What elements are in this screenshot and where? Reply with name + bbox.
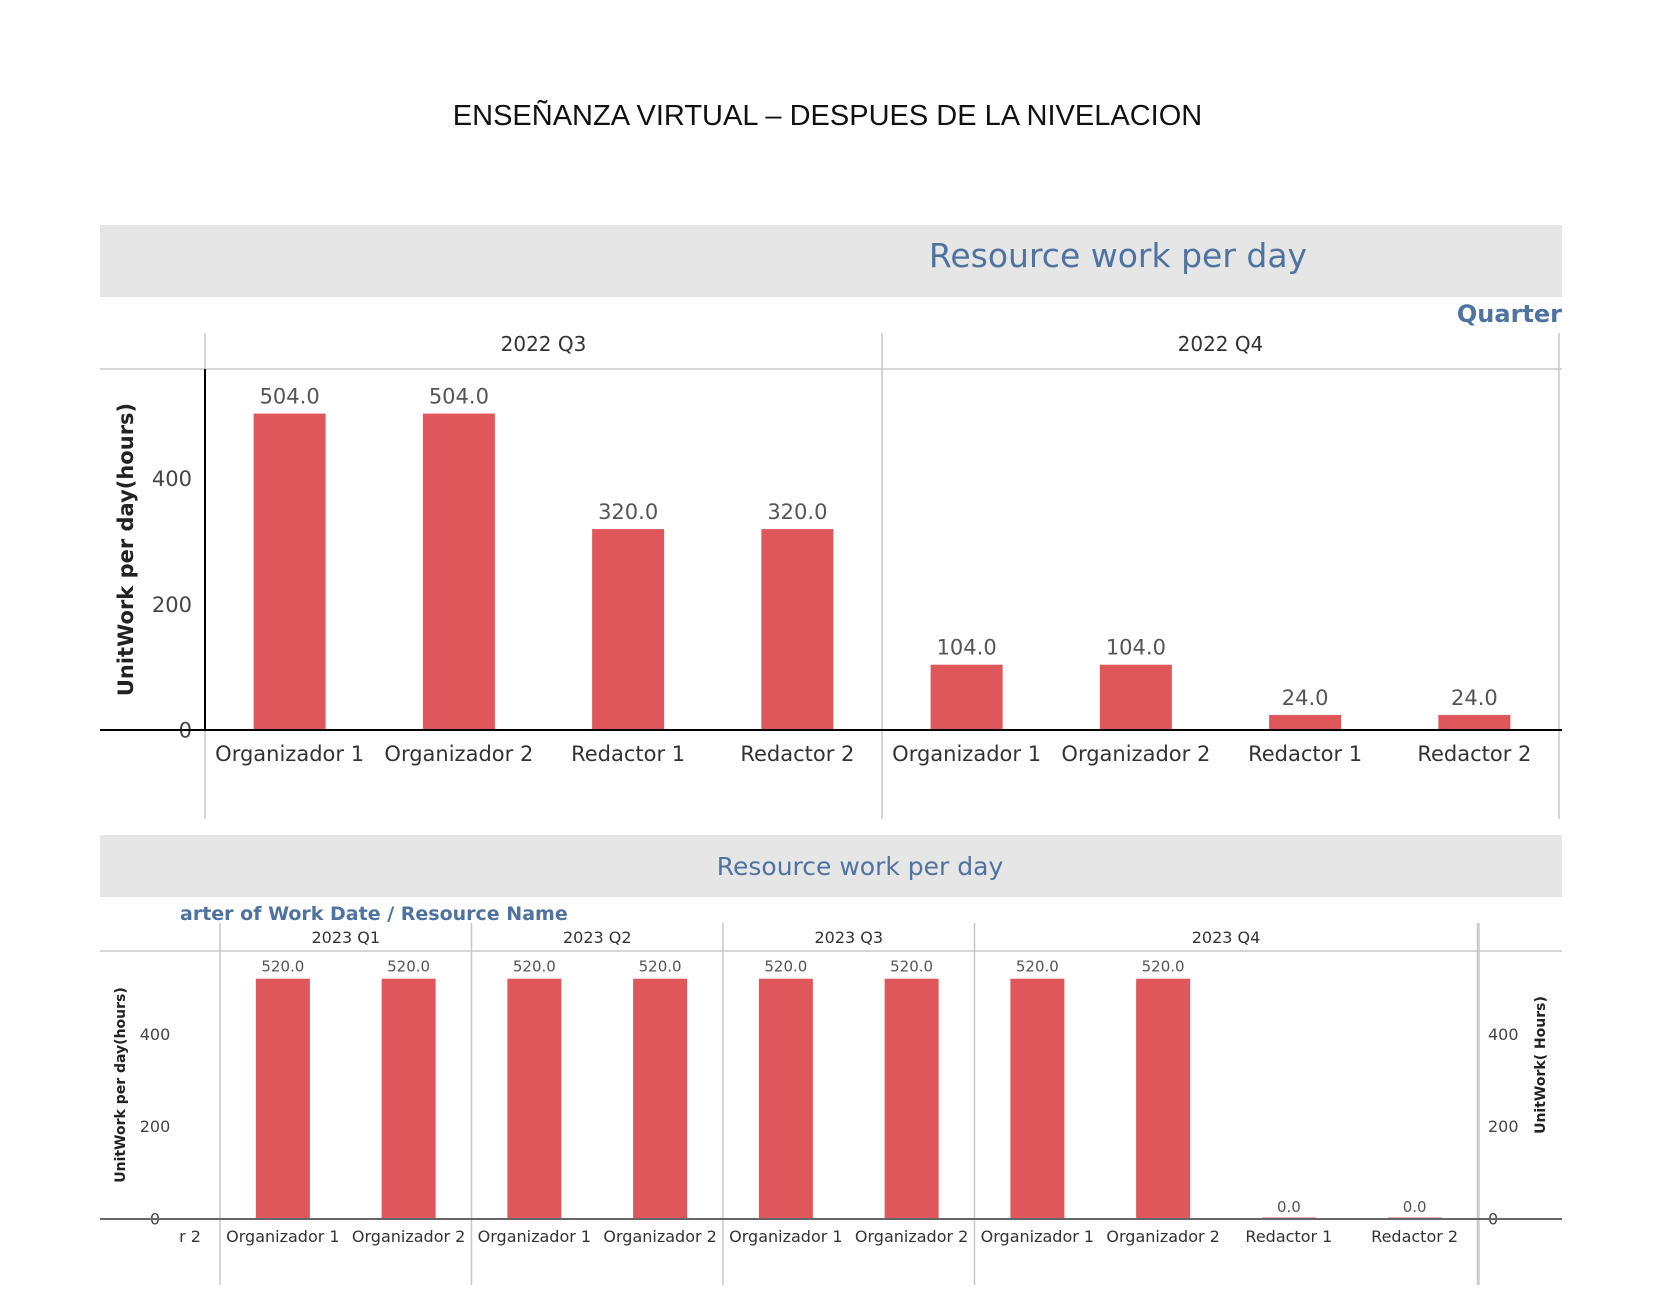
data-label: 520.0 bbox=[890, 958, 933, 976]
y-tick-label: 200 bbox=[140, 1117, 171, 1136]
period-header: 2023 Q3 bbox=[814, 928, 883, 947]
category-label: Organizador 1 bbox=[215, 742, 364, 766]
category-label: Redactor 2 bbox=[740, 742, 854, 766]
y-tick-label: 400 bbox=[140, 1025, 171, 1044]
category-label: Organizador 1 bbox=[729, 1227, 842, 1246]
category-label: Organizador 1 bbox=[478, 1227, 591, 1246]
category-label: Organizador 2 bbox=[1106, 1227, 1219, 1246]
category-label: Organizador 1 bbox=[981, 1227, 1094, 1246]
period-header: 2023 Q2 bbox=[563, 928, 632, 947]
bar bbox=[592, 529, 665, 730]
chart-header-band bbox=[100, 835, 1562, 897]
data-label: 520.0 bbox=[1016, 958, 1059, 976]
bar bbox=[1269, 714, 1342, 730]
bar bbox=[381, 978, 436, 1219]
y-tick-label: 200 bbox=[152, 593, 192, 617]
data-label: 520.0 bbox=[513, 958, 556, 976]
data-label: 24.0 bbox=[1451, 686, 1498, 710]
category-label: Organizador 2 bbox=[855, 1227, 968, 1246]
y2-tick-label: 400 bbox=[1488, 1025, 1519, 1044]
category-label: Redactor 1 bbox=[1245, 1227, 1332, 1246]
category-label: Organizador 1 bbox=[226, 1227, 339, 1246]
category-label: Redactor 1 bbox=[1248, 742, 1362, 766]
bar bbox=[930, 664, 1003, 730]
bar bbox=[1438, 714, 1511, 730]
bar bbox=[1099, 664, 1172, 730]
bar bbox=[758, 978, 813, 1219]
bar bbox=[1010, 978, 1065, 1219]
data-label: 24.0 bbox=[1282, 686, 1329, 710]
data-label: 320.0 bbox=[767, 500, 827, 524]
category-label: Organizador 2 bbox=[603, 1227, 716, 1246]
data-label: 520.0 bbox=[1142, 958, 1185, 976]
category-label: Redactor 2 bbox=[1417, 742, 1531, 766]
category-label: Organizador 2 bbox=[1061, 742, 1210, 766]
section-label: Quarter bbox=[1457, 300, 1562, 328]
y-tick-label: 400 bbox=[152, 467, 192, 491]
bar bbox=[761, 529, 834, 730]
data-label: 104.0 bbox=[1106, 636, 1166, 660]
category-label: r 2 bbox=[179, 1227, 201, 1246]
bar bbox=[1136, 978, 1191, 1219]
category-label: Organizador 2 bbox=[384, 742, 533, 766]
document-title: ENSEÑANZA VIRTUAL – DESPUES DE LA NIVELA… bbox=[452, 100, 1203, 132]
category-label: Redactor 1 bbox=[571, 742, 685, 766]
data-label: 520.0 bbox=[261, 958, 304, 976]
category-label: Organizador 2 bbox=[352, 1227, 465, 1246]
section-label: arter of Work Date / Resource Name bbox=[180, 903, 568, 925]
data-label: 0.0 bbox=[1277, 1198, 1301, 1216]
period-header: 2022 Q4 bbox=[1178, 332, 1264, 356]
chart-header-band bbox=[100, 225, 1562, 297]
data-label: 520.0 bbox=[764, 958, 807, 976]
category-label: Redactor 2 bbox=[1371, 1227, 1458, 1246]
y2-tick-label: 200 bbox=[1488, 1117, 1519, 1136]
y-axis-label: UnitWork per day(hours) bbox=[114, 403, 138, 696]
period-header: 2023 Q4 bbox=[1192, 928, 1261, 947]
category-label: Organizador 1 bbox=[892, 742, 1041, 766]
resource-work-chart-2023: Resource work per day arter of Work Date … bbox=[100, 835, 1562, 1285]
data-label: 504.0 bbox=[260, 385, 320, 409]
chart-title: Resource work per day bbox=[717, 852, 1004, 881]
data-label: 520.0 bbox=[639, 958, 682, 976]
y-axis-label: UnitWork per day(hours) bbox=[113, 987, 129, 1183]
bar bbox=[633, 978, 688, 1219]
bar bbox=[422, 413, 495, 730]
period-header: 2022 Q3 bbox=[501, 332, 587, 356]
resource-work-chart-2022: Resource work per dayQuarter0200400UnitW… bbox=[100, 225, 1562, 819]
bar bbox=[255, 978, 310, 1219]
data-label: 104.0 bbox=[937, 636, 997, 660]
chart-title: Resource work per day bbox=[929, 236, 1307, 275]
bar bbox=[253, 413, 326, 730]
bar bbox=[507, 978, 562, 1219]
data-label: 0.0 bbox=[1403, 1198, 1427, 1216]
period-header: 2023 Q1 bbox=[311, 928, 380, 947]
bar bbox=[884, 978, 939, 1219]
y2-axis-label: UnitWork( Hours) bbox=[1533, 996, 1549, 1134]
data-label: 504.0 bbox=[429, 385, 489, 409]
data-label: 320.0 bbox=[598, 500, 658, 524]
data-label: 520.0 bbox=[387, 958, 430, 976]
